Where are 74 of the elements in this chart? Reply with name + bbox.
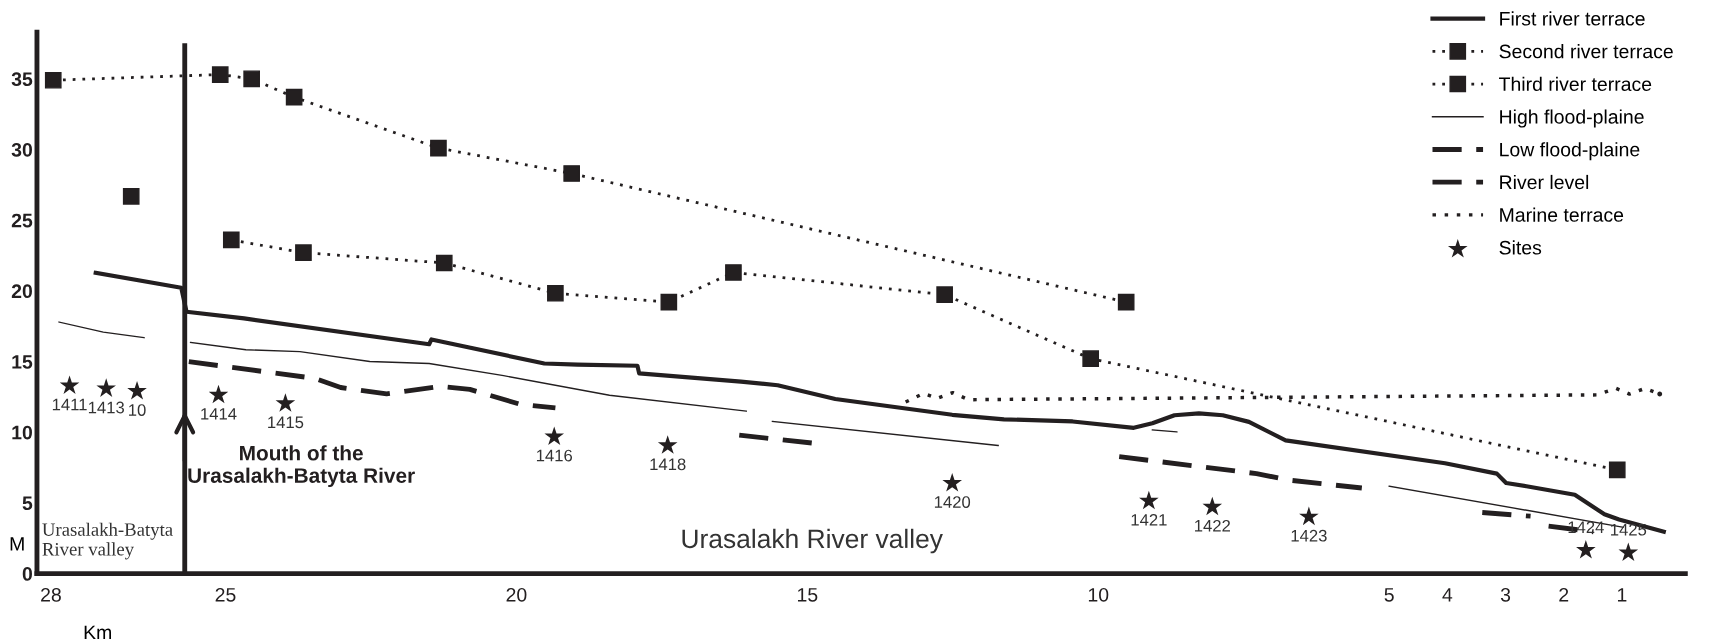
annotation: 1415 [268, 416, 304, 429]
y-tick-label: 15 [12, 355, 33, 369]
point [1202, 496, 1223, 516]
legend-label: High flood-plaine [1500, 109, 1644, 128]
x-tick-label: 3 [1500, 587, 1511, 602]
point [211, 66, 229, 83]
annotation: 1413 [88, 401, 125, 414]
annotation: Urasalakh-Batyta River valley [42, 522, 173, 560]
point [1117, 293, 1135, 311]
point [59, 375, 80, 395]
annotation: 1425 [1611, 523, 1647, 536]
y-tick-label: 10 [12, 425, 32, 440]
x-tick-label: 1 [1617, 588, 1627, 602]
point [295, 244, 312, 262]
point [127, 380, 147, 400]
y-axis-title: M [10, 537, 24, 551]
legend-label: Marine terrace [1500, 207, 1624, 222]
y-tick-label: 0 [22, 567, 32, 581]
point [243, 70, 260, 88]
legend-label: First river terrace [1500, 11, 1645, 26]
point [660, 293, 678, 311]
point [430, 139, 447, 157]
legend-label: Second river terrace [1499, 44, 1673, 59]
annotation: 1414 [201, 408, 237, 420]
x-tick-label: 20 [506, 587, 527, 602]
point [285, 88, 303, 106]
x-tick-label: 25 [215, 587, 236, 602]
point [657, 435, 678, 454]
legend-label: River level [1500, 174, 1589, 190]
point [1608, 461, 1626, 479]
x-axis-title: Km [84, 625, 111, 640]
point [96, 378, 116, 397]
x-tick-label: 5 [1384, 588, 1394, 602]
annotation: 1421 [1131, 513, 1167, 526]
annotation: 1422 [1195, 519, 1230, 532]
point [44, 71, 62, 89]
point [122, 188, 140, 205]
x-tick-label: 15 [797, 588, 818, 602]
annotation: 1418 [650, 458, 686, 471]
y-tick-label: 5 [22, 496, 33, 511]
x-tick-label: 28 [41, 587, 61, 602]
point [1299, 506, 1319, 526]
legend-label: Low flood-plaine [1500, 142, 1640, 161]
y-tick-label: 20 [11, 284, 32, 299]
ref-line-label: Mouth of the Urasalakh-Batyta River [188, 445, 415, 488]
y-tick-label: 30 [11, 142, 32, 157]
point [1618, 542, 1639, 562]
point [544, 426, 565, 446]
point [1576, 539, 1596, 559]
point [936, 286, 953, 303]
point [222, 231, 240, 249]
y-tick-label: 25 [11, 213, 33, 228]
point [547, 284, 564, 302]
point [435, 254, 453, 272]
x-tick-label: 4 [1442, 588, 1453, 602]
point [725, 264, 742, 281]
annotation: 1411 [52, 398, 87, 411]
legend-label: Third river terrace [1499, 76, 1652, 92]
annotation: 1416 [536, 449, 573, 462]
y-tick-label: 35 [11, 72, 33, 87]
x-tick-label: 10 [1088, 587, 1109, 602]
annotation: 1423 [1291, 529, 1327, 542]
point [275, 393, 296, 412]
point [942, 472, 962, 492]
annotation: 1420 [934, 496, 971, 508]
point [1139, 490, 1159, 510]
x-tick-label: 2 [1559, 587, 1569, 602]
annotation: 10 [129, 404, 146, 416]
point [208, 384, 229, 404]
point [1082, 350, 1100, 368]
point [1657, 391, 1663, 397]
point [563, 165, 581, 182]
legend-label: Sites [1499, 240, 1542, 255]
annotation: Urasalakh River valley [682, 528, 943, 554]
